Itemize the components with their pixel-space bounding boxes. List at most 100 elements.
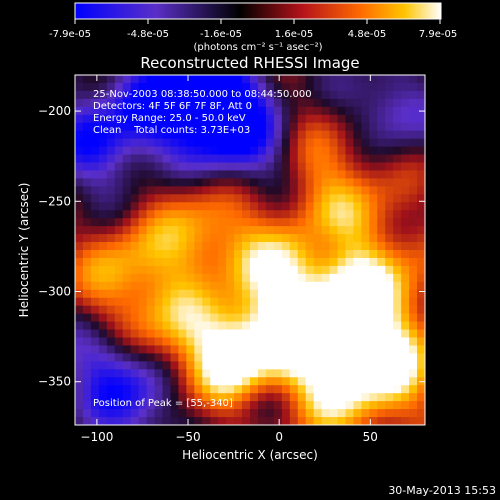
heatmap-cell (345, 75, 354, 84)
heatmap-cell (297, 114, 307, 124)
heatmap-cell (369, 162, 378, 171)
heatmap-cell (321, 321, 331, 331)
heatmap-cell (186, 417, 195, 425)
heatmap-cell (409, 409, 418, 418)
heatmap-cell (202, 250, 211, 259)
heatmap-cell (162, 210, 171, 219)
heatmap-cell (162, 257, 171, 267)
heatmap-cell (234, 417, 243, 425)
heatmap-cell (321, 218, 331, 227)
heatmap-cell (162, 90, 171, 100)
heatmap-cell (186, 90, 195, 100)
heatmap-cell (234, 337, 243, 346)
heatmap-cell (106, 194, 116, 203)
x-axis: −100 −50 0 50 (80, 75, 378, 444)
heatmap-cell (337, 281, 346, 291)
heatmap-cell (289, 250, 299, 259)
heatmap-cell (305, 154, 315, 163)
heatmap-cell (98, 162, 108, 171)
heatmap-cell (138, 186, 148, 195)
heatmap-cell (250, 401, 259, 410)
heatmap-cell (186, 329, 195, 338)
heatmap-cell (417, 329, 425, 338)
heatmap-cell (130, 353, 140, 362)
heatmap-cell (313, 170, 323, 179)
heatmap-cell (337, 90, 346, 100)
heatmap-cell (226, 337, 235, 346)
heatmap-cell (98, 345, 108, 354)
heatmap-cell (289, 273, 299, 283)
heatmap-cell (289, 297, 299, 307)
heatmap-cell (82, 273, 92, 283)
heatmap-cell (281, 337, 291, 346)
heatmap-cell (329, 162, 338, 171)
heatmap-cell (353, 313, 362, 323)
heatmap-cell (170, 393, 179, 402)
heatmap-cell (122, 313, 132, 323)
heatmap-cell (186, 138, 195, 148)
heatmap-cell (218, 130, 227, 140)
heatmap-cell (377, 337, 386, 346)
heatmap-cell (257, 321, 267, 331)
heatmap-cell (257, 162, 267, 171)
heatmap-cell (393, 194, 402, 203)
heatmap-cell (98, 257, 108, 267)
heatmap-cell (353, 210, 362, 219)
heatmap-cell (417, 337, 425, 346)
heatmap-cell (393, 401, 402, 410)
heatmap-cell (289, 361, 299, 370)
heatmap-cell (409, 242, 418, 251)
heatmap-cell (281, 369, 291, 378)
heatmap-cell (90, 218, 100, 227)
heatmap-cell (281, 82, 291, 92)
heatmap-cell (210, 337, 219, 346)
heatmap-cell (313, 122, 323, 132)
heatmap-cell (178, 345, 187, 354)
heatmap-cell (226, 401, 235, 410)
heatmap-cell (154, 82, 163, 92)
heatmap-cell (194, 75, 203, 84)
heatmap-cell (313, 210, 323, 219)
heatmap-cell (257, 178, 267, 187)
heatmap-cell (234, 234, 243, 243)
heatmap-cell (218, 154, 227, 163)
heatmap-cell (226, 393, 235, 402)
heatmap-cell (234, 321, 243, 331)
heatmap-cell (417, 417, 425, 425)
heatmap-cell (202, 226, 211, 235)
heatmap-cell (186, 377, 195, 386)
heatmap-cell (154, 122, 163, 132)
heatmap-cell (257, 385, 267, 394)
heatmap-cell (218, 321, 227, 331)
heatmap-cell (130, 297, 140, 307)
heatmap-cell (194, 305, 203, 315)
heatmap-cell (82, 297, 92, 307)
heatmap-cell (234, 138, 243, 148)
heatmap-cell (265, 265, 275, 275)
heatmap-cell (90, 289, 100, 299)
heatmap-cell (329, 218, 338, 227)
heatmap-cell (377, 385, 386, 394)
heatmap-cell (265, 106, 275, 116)
heatmap-cell (146, 409, 156, 418)
heatmap-cell (337, 289, 346, 299)
heatmap-cell (114, 75, 124, 84)
heatmap-cell (289, 106, 299, 116)
heatmap-cell (194, 281, 203, 291)
heatmap-cell (130, 218, 140, 227)
heatmap-cell (178, 393, 187, 402)
heatmap-cell (250, 202, 259, 211)
heatmap-cell (257, 361, 267, 370)
heatmap-cell (250, 385, 259, 394)
heatmap-cell (321, 130, 331, 140)
heatmap-cell (369, 122, 378, 132)
heatmap-cell (202, 257, 211, 267)
heatmap-cell (417, 218, 425, 227)
heatmap-cell (257, 194, 267, 203)
heatmap-cell (162, 130, 171, 140)
heatmap-cell (409, 170, 418, 179)
heatmap-cell (178, 82, 187, 92)
heatmap-cell (305, 82, 315, 92)
heatmap-cell (369, 250, 378, 259)
heatmap-cell (130, 122, 140, 132)
